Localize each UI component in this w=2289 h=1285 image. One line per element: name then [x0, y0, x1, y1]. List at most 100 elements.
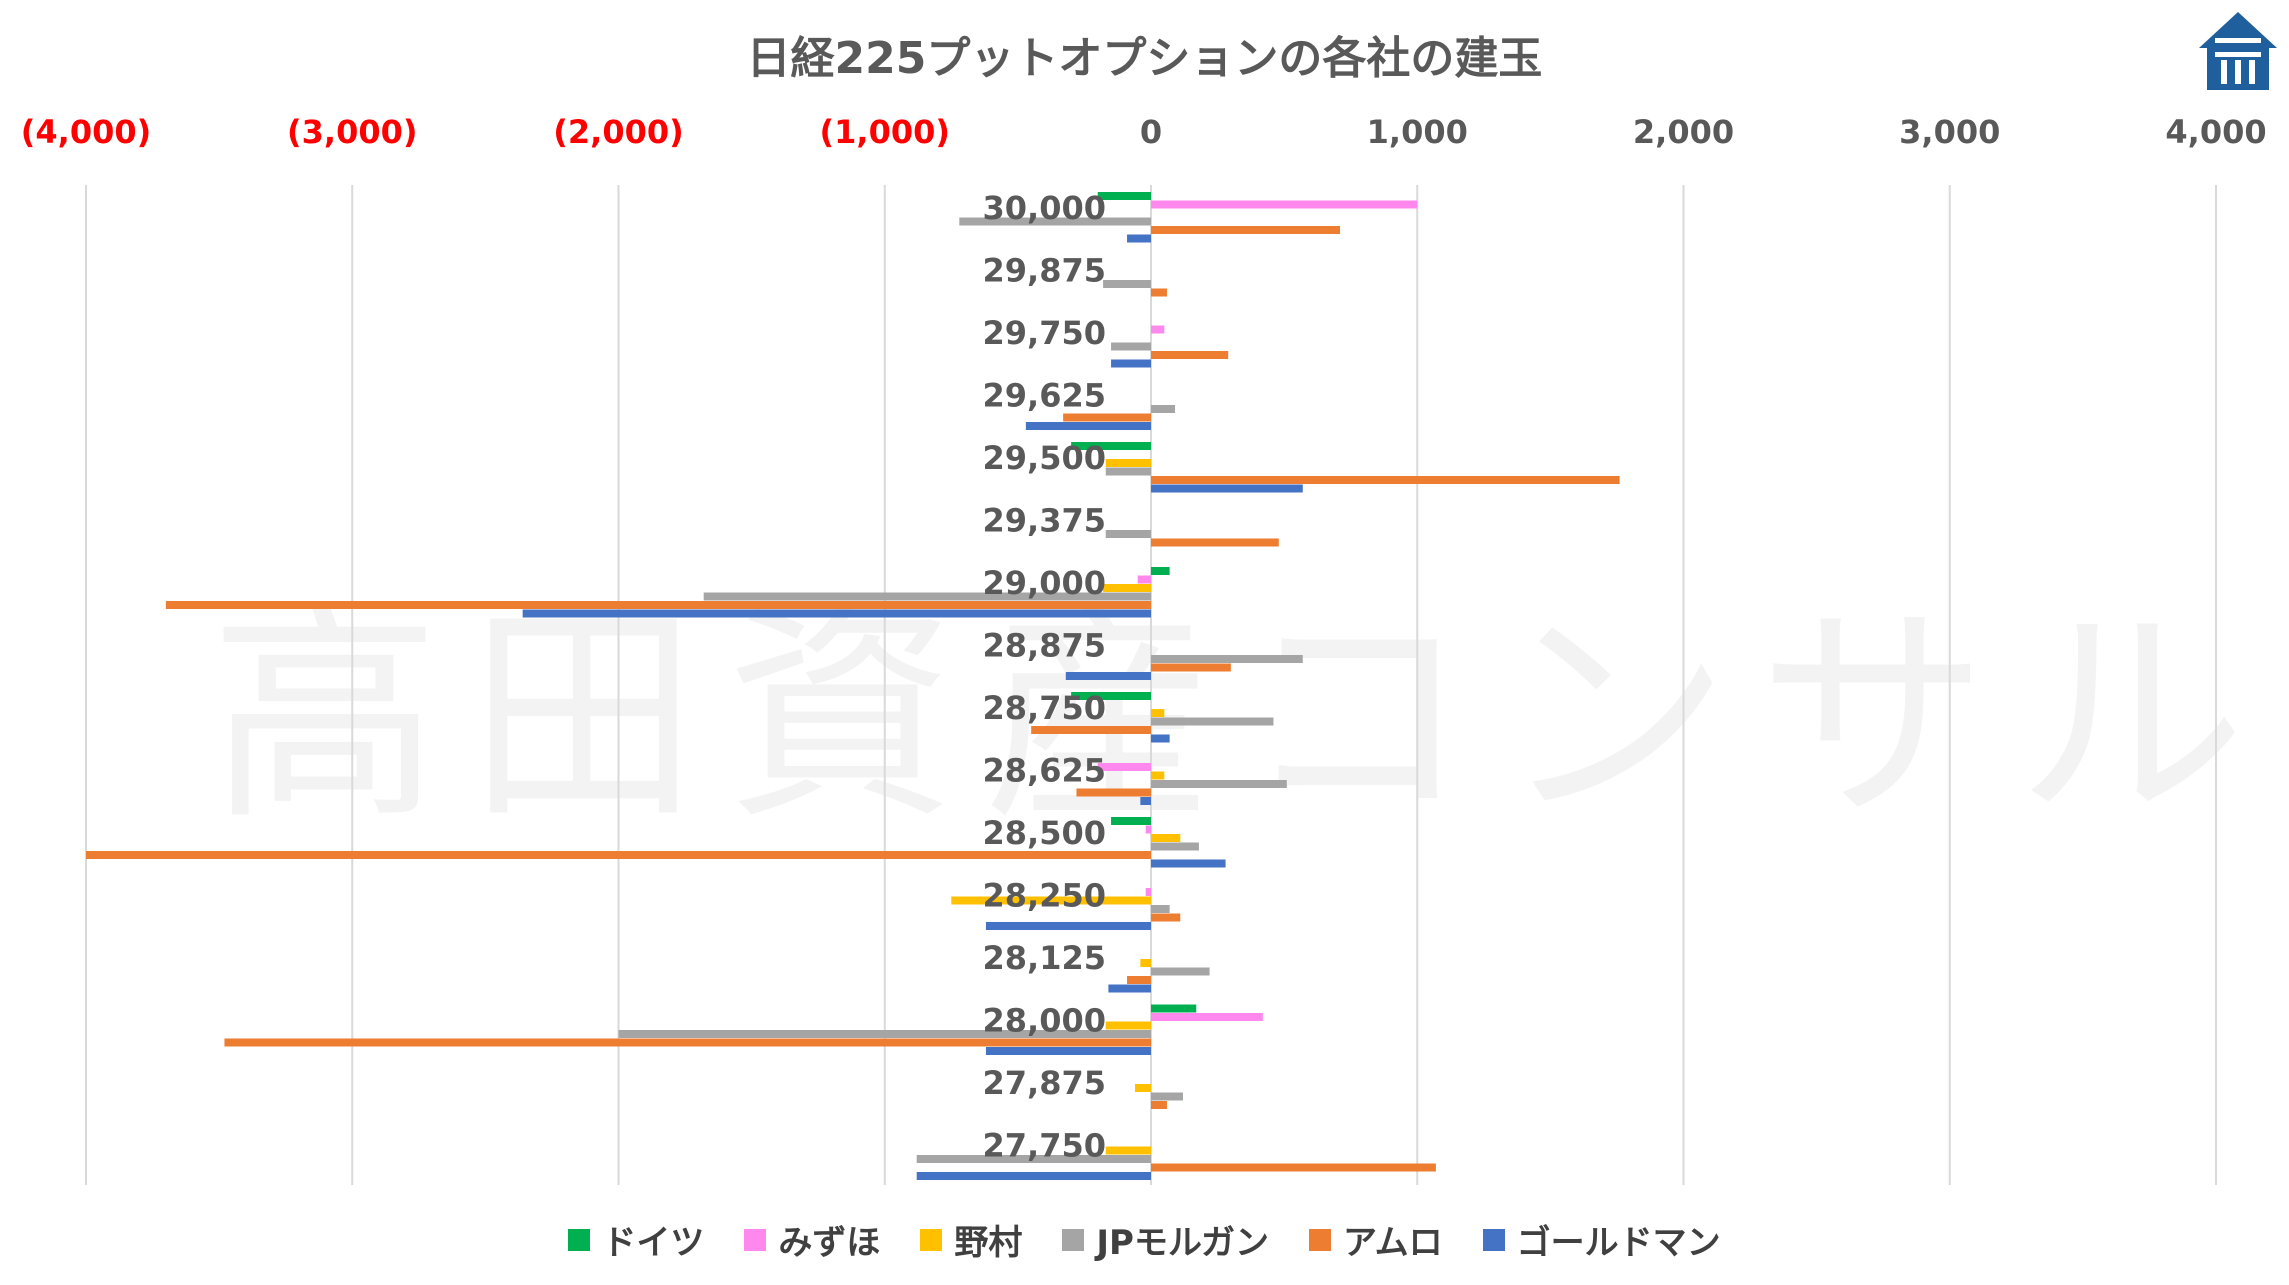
- x-tick-label: (1,000): [820, 113, 950, 151]
- legend-swatch: [1062, 1228, 1085, 1251]
- category-label: 30,000: [983, 189, 1106, 227]
- bar: [1076, 788, 1151, 797]
- category-label: 27,750: [983, 1127, 1106, 1165]
- bar: [1140, 959, 1151, 967]
- bar: [1031, 726, 1151, 734]
- bar: [1105, 530, 1151, 538]
- legend-label: みずほ: [778, 1223, 881, 1263]
- legend-item: みずほ: [744, 1215, 880, 1264]
- bar: [1145, 825, 1151, 834]
- bar: [1071, 442, 1151, 450]
- x-tick-label: 2,000: [1633, 113, 1734, 151]
- bar: [1151, 913, 1181, 922]
- category-label: 29,750: [983, 314, 1106, 352]
- bar: [1151, 405, 1175, 413]
- legend-label: JPモルガン: [1096, 1223, 1269, 1263]
- category-label: 29,000: [983, 564, 1106, 602]
- bar: [1151, 226, 1341, 234]
- bar: [1151, 1092, 1183, 1101]
- bar: [1105, 1146, 1151, 1155]
- bar: [1135, 1084, 1151, 1092]
- bar: [1111, 342, 1151, 351]
- bar: [1108, 984, 1151, 993]
- legend-swatch: [920, 1228, 943, 1251]
- bar: [1151, 1163, 1436, 1172]
- chart-title: 日経225プットオプションの各社の建玉: [746, 33, 1543, 84]
- bar: [1103, 280, 1151, 288]
- bar: [1151, 709, 1165, 717]
- bar: [1111, 359, 1151, 368]
- bar: [916, 1172, 1151, 1180]
- category-label: 29,625: [983, 377, 1106, 415]
- legend-item: ドイツ: [568, 1215, 704, 1264]
- bar: [1071, 692, 1151, 700]
- category-label: 28,000: [983, 1002, 1106, 1040]
- legend-swatch: [1308, 1228, 1331, 1251]
- x-tick-label: 0: [1140, 113, 1162, 151]
- bar: [522, 609, 1151, 618]
- bar: [86, 851, 1151, 859]
- bar: [1151, 567, 1170, 575]
- bar: [1151, 200, 1418, 209]
- bar: [703, 592, 1151, 601]
- bar: [1111, 817, 1151, 825]
- category-label: 28,750: [983, 689, 1106, 727]
- bar: [1105, 1021, 1151, 1030]
- bar: [1065, 672, 1151, 680]
- bar: [1140, 797, 1151, 805]
- category-label: 28,500: [983, 814, 1106, 852]
- bar: [1151, 842, 1199, 851]
- legend-label: ドイツ: [602, 1223, 705, 1263]
- bar: [985, 1047, 1151, 1055]
- bar: [985, 922, 1151, 930]
- bar: [1151, 476, 1620, 484]
- x-tick-label: (2,000): [553, 113, 683, 151]
- legend-item: JPモルガン: [1062, 1215, 1269, 1264]
- bar: [1097, 192, 1151, 200]
- category-label: 29,375: [983, 502, 1106, 540]
- category-label: 28,875: [983, 627, 1106, 665]
- x-tick-label: 4,000: [2165, 113, 2266, 151]
- bar: [1151, 780, 1287, 788]
- category-label: 28,125: [983, 939, 1106, 977]
- legend-label: 野村: [954, 1223, 1023, 1263]
- legend-swatch: [568, 1228, 591, 1251]
- legend-label: ゴールドマン: [1516, 1223, 1721, 1263]
- bar: [1151, 351, 1229, 359]
- bar: [1103, 584, 1151, 592]
- bar: [1145, 888, 1151, 896]
- legend-swatch: [744, 1228, 767, 1251]
- bar: [224, 1038, 1151, 1047]
- category-label: 27,875: [983, 1064, 1106, 1102]
- bar: [1151, 905, 1170, 913]
- bar: [165, 601, 1151, 609]
- category-label: 29,500: [983, 439, 1106, 477]
- bar: [1105, 459, 1151, 467]
- category-label: 28,625: [983, 752, 1106, 790]
- bar: [1151, 655, 1303, 663]
- bar: [1151, 325, 1165, 334]
- bar: [1151, 717, 1274, 726]
- x-tick-label: 1,000: [1367, 113, 1468, 151]
- legend-swatch: [1482, 1228, 1505, 1251]
- bar: [916, 1155, 1151, 1163]
- bar: [1151, 1013, 1263, 1021]
- bar: [959, 217, 1151, 226]
- x-tick-label: 3,000: [1899, 113, 2000, 151]
- bar: [1063, 413, 1151, 422]
- bar: [1151, 967, 1210, 976]
- bar: [1151, 734, 1170, 743]
- category-label: 28,250: [983, 877, 1106, 915]
- bar: [1097, 763, 1151, 771]
- bar: [1151, 1101, 1167, 1109]
- bar: [1137, 575, 1151, 584]
- bar: [618, 1030, 1151, 1038]
- bar: [1151, 834, 1181, 842]
- house-pillar-logo-icon: [2199, 12, 2277, 90]
- bar: [1151, 771, 1165, 780]
- bar: [1151, 538, 1279, 547]
- bar: [1025, 422, 1151, 430]
- legend-item: アムロ: [1308, 1215, 1443, 1264]
- bar: [1151, 484, 1303, 493]
- category-label: 29,875: [983, 252, 1106, 290]
